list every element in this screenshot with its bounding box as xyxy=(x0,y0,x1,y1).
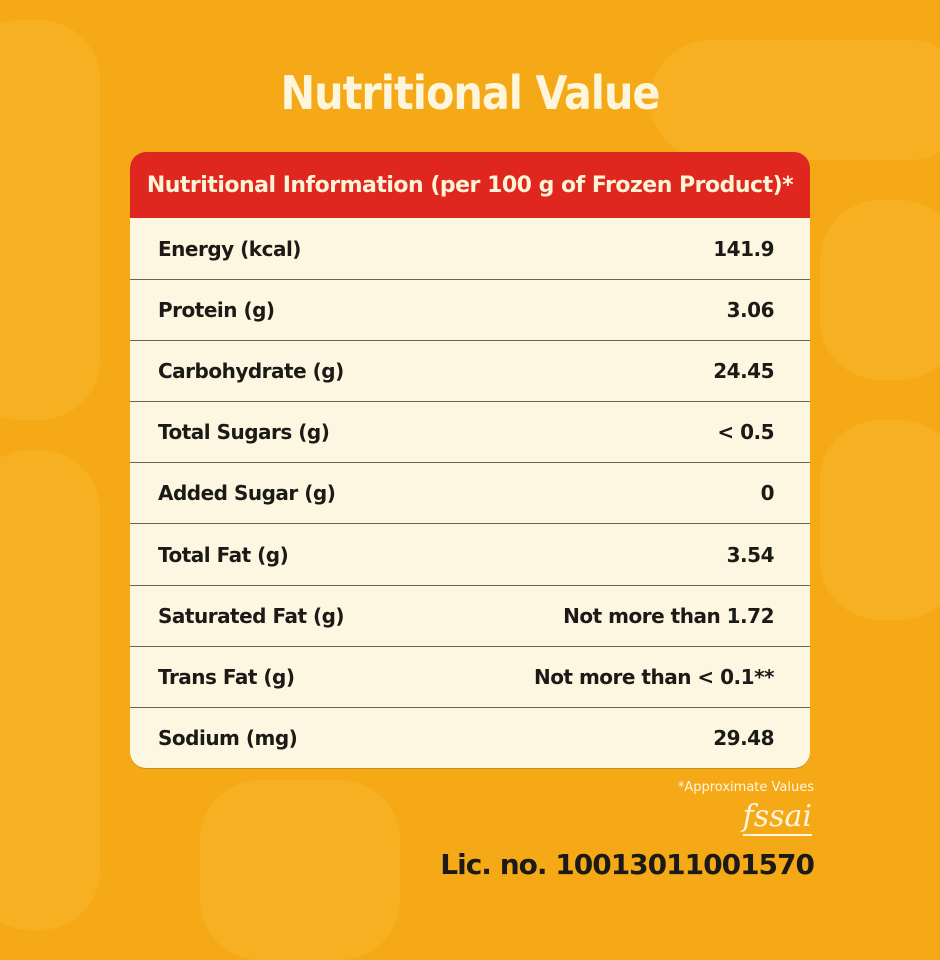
nutrient-value: < 0.5 xyxy=(717,420,774,445)
nutrient-label: Total Fat (g) xyxy=(158,542,289,567)
license-number: Lic. no. 10013011001570 xyxy=(440,848,815,881)
table-row: Energy (kcal) 141.9 xyxy=(130,218,810,279)
nutrient-label: Added Sugar (g) xyxy=(158,481,336,506)
nutrient-value: 3.06 xyxy=(726,298,775,323)
nutrient-label: Sodium (mg) xyxy=(158,725,298,750)
nutrient-label: Trans Fat (g) xyxy=(158,664,295,689)
nutrient-label: Total Sugars (g) xyxy=(158,420,330,445)
nutrient-value: Not more than < 0.1** xyxy=(533,664,775,689)
nutrient-value: Not more than 1.72 xyxy=(563,603,774,628)
nutrient-label: Protein (g) xyxy=(158,298,275,323)
table-row: Saturated Fat (g) Not more than 1.72 xyxy=(130,584,810,646)
nutrition-table: Nutritional Information (per 100 g of Fr… xyxy=(130,152,810,768)
table-row: Carbohydrate (g) 24.45 xyxy=(130,340,810,401)
table-row: Sodium (mg) 29.48 xyxy=(130,706,810,768)
background-shape xyxy=(0,450,100,930)
table-row: Protein (g) 3.06 xyxy=(130,279,810,340)
table-row: Total Sugars (g) < 0.5 xyxy=(130,401,810,462)
table-row: Trans Fat (g) Not more than < 0.1** xyxy=(130,645,810,707)
nutrient-label: Saturated Fat (g) xyxy=(158,603,345,628)
background-shape xyxy=(0,20,100,420)
background-shape xyxy=(820,420,940,620)
table-header: Nutritional Information (per 100 g of Fr… xyxy=(130,152,810,218)
page-title: Nutritional Value xyxy=(280,66,661,120)
nutrient-value: 24.45 xyxy=(713,359,774,384)
background-shape xyxy=(200,780,400,960)
table-row: Total Fat (g) 3.54 xyxy=(130,523,810,584)
nutrient-value: 3.54 xyxy=(726,542,775,567)
nutrient-label: Carbohydrate (g) xyxy=(158,359,344,384)
nutrient-label: Energy (kcal) xyxy=(158,236,301,261)
background-shape xyxy=(650,40,940,160)
footnote: *Approximate Values xyxy=(677,780,814,795)
nutrient-value: 29.48 xyxy=(713,725,774,750)
background-shape xyxy=(820,200,940,380)
table-row: Added Sugar (g) 0 xyxy=(130,462,810,523)
nutrient-value: 0 xyxy=(760,481,775,506)
nutrient-value: 141.9 xyxy=(713,236,774,261)
fssai-logo: fssai xyxy=(742,799,812,836)
